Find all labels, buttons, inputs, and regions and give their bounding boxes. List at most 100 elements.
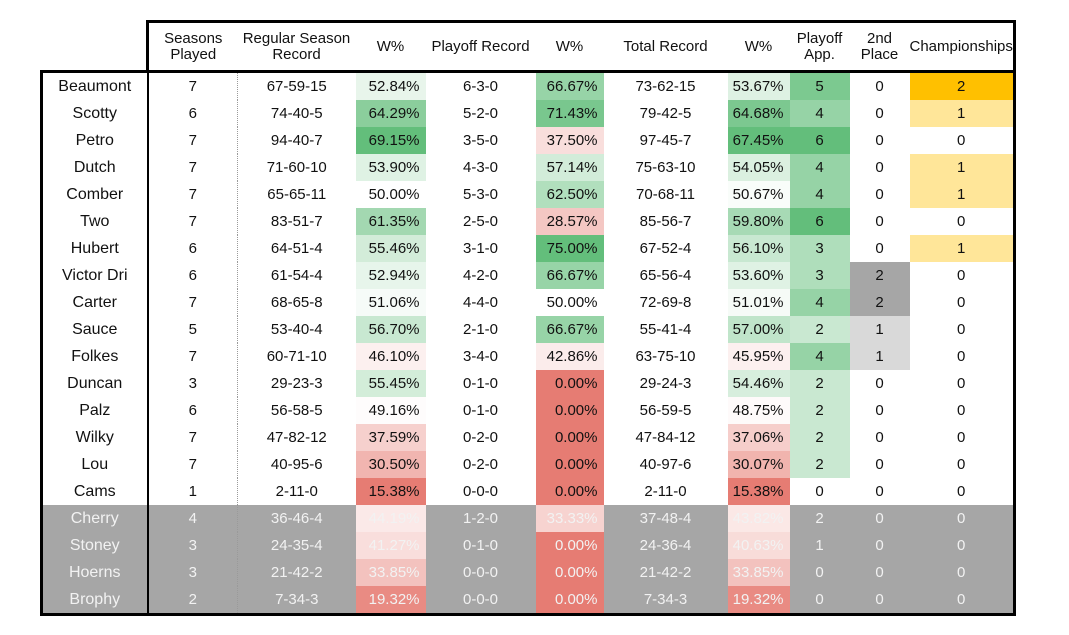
seasons-played: 7 xyxy=(147,343,238,370)
playoff-appearances: 0 xyxy=(815,483,824,500)
table-row: Cams 1 2-11-0 15.38% 0-0-0 0.00% 2-11-0 15.38% 0… xyxy=(40,478,1016,505)
championships-count: 1 xyxy=(909,100,1016,127)
total-w-pct: 43.82% xyxy=(727,505,790,532)
playoff-w-pct: 33.33% xyxy=(535,505,604,532)
player-name: Cams xyxy=(40,478,149,505)
seasons-played: 7 xyxy=(147,181,238,208)
table-row: Folkes 7 60-71-10 46.10% 3-4-0 42.86% 63-75-10… xyxy=(40,343,1016,370)
table-row: Hoerns 3 21-42-2 33.85% 0-0-0 0.00% 21-42-2 33.… xyxy=(40,559,1016,586)
total-w-pct: 19.32% xyxy=(727,586,790,616)
championships-count: 0 xyxy=(909,370,1016,397)
seasons-played: 6 xyxy=(147,262,238,289)
total-w-pct: 37.06% xyxy=(727,424,790,451)
second-place-count: 0 xyxy=(875,105,884,122)
second-place-count: 0 xyxy=(875,429,884,446)
regular-season-record: 61-54-4 xyxy=(270,267,323,284)
regular-season-w-pct: 37.59% xyxy=(355,424,426,451)
regular-season-record: 29-23-3 xyxy=(270,375,323,392)
regular-season-w-pct: 50.00% xyxy=(355,181,426,208)
regular-season-record: 36-46-4 xyxy=(237,505,356,532)
regular-season-w-pct: 61.35% xyxy=(355,208,426,235)
seasons-played: 7 xyxy=(147,289,238,316)
table-row: Stoney 3 24-35-4 41.27% 0-1-0 0.00% 24-36-4 40.… xyxy=(40,532,1016,559)
playoff-w-pct: 66.67% xyxy=(535,71,604,100)
total-record: 29-24-3 xyxy=(639,375,692,392)
championships-count: 0 xyxy=(909,262,1016,289)
player-name: Palz xyxy=(40,397,149,424)
playoff-record: 3-1-0 xyxy=(462,240,499,257)
total-record: 56-59-5 xyxy=(639,402,692,419)
regular-season-w-pct: 44.19% xyxy=(355,505,426,532)
second-place-count: 0 xyxy=(875,78,884,95)
seasons-played: 3 xyxy=(147,559,238,586)
table-row: Wilky 7 47-82-12 37.59% 0-2-0 0.00% 47-84-12 37… xyxy=(40,424,1016,451)
total-w-pct: 30.07% xyxy=(727,451,790,478)
total-record: 79-42-5 xyxy=(639,105,692,122)
playoff-record: 4-2-0 xyxy=(462,267,499,284)
header-championships: Championships xyxy=(909,20,1016,73)
total-w-pct: 40.63% xyxy=(727,532,790,559)
regular-season-w-pct: 55.46% xyxy=(355,235,426,262)
player-name: Duncan xyxy=(40,370,149,397)
player-name: Sauce xyxy=(40,316,149,343)
table-row: Lou 7 40-95-6 30.50% 0-2-0 0.00% 40-97-6 30.07%… xyxy=(40,451,1016,478)
regular-season-record: 71-60-10 xyxy=(266,159,327,176)
playoff-appearances: 3 xyxy=(789,235,850,262)
total-w-pct: 59.80% xyxy=(727,208,790,235)
regular-season-record: 94-40-7 xyxy=(270,132,323,149)
championships-count: 0 xyxy=(909,505,1016,532)
standings-body: Beaumont 7 67-59-15 52.84% 6-3-0 66.67% 73-62-… xyxy=(40,71,1016,616)
second-place-count: 0 xyxy=(875,132,884,149)
table-row: Sauce 5 53-40-4 56.70% 2-1-0 66.67% 55-41-4 57.… xyxy=(40,316,1016,343)
regular-season-w-pct: 41.27% xyxy=(355,532,426,559)
second-place-count: 0 xyxy=(875,456,884,473)
table-row: Comber 7 65-65-11 50.00% 5-3-0 62.50% 70-68-11… xyxy=(40,181,1016,208)
championships-count: 0 xyxy=(909,397,1016,424)
championships-count: 0 xyxy=(909,208,1016,235)
playoff-record: 5-3-0 xyxy=(462,186,499,203)
playoff-record: 0-2-0 xyxy=(462,429,499,446)
player-name: Petro xyxy=(40,127,149,154)
playoff-appearances: 2 xyxy=(789,505,850,532)
playoff-w-pct: 0.00% xyxy=(535,370,604,397)
player-name: Hubert xyxy=(40,235,149,262)
playoff-w-pct: 66.67% xyxy=(535,262,604,289)
total-w-pct: 50.67% xyxy=(727,181,790,208)
championships-count: 0 xyxy=(909,586,1016,616)
playoff-appearances: 2 xyxy=(789,451,850,478)
regular-season-w-pct: 56.70% xyxy=(355,316,426,343)
playoff-w-pct: 50.00% xyxy=(535,289,604,316)
championships-count: 0 xyxy=(909,127,1016,154)
total-record: 55-41-4 xyxy=(639,321,692,338)
regular-season-w-pct: 64.29% xyxy=(355,100,426,127)
playoff-record: 4-4-0 xyxy=(462,294,499,311)
regular-season-w-pct: 53.90% xyxy=(355,154,426,181)
championships-count: 0 xyxy=(909,343,1016,370)
total-w-pct: 54.46% xyxy=(727,370,790,397)
regular-season-record: 64-51-4 xyxy=(270,240,323,257)
playoff-w-pct: 0.00% xyxy=(535,478,604,505)
second-place-count: 0 xyxy=(849,532,910,559)
championships-count: 0 xyxy=(909,289,1016,316)
playoff-record: 0-0-0 xyxy=(425,559,536,586)
table-row: Hubert 6 64-51-4 55.46% 3-1-0 75.00% 67-52-4 56… xyxy=(40,235,1016,262)
total-w-pct: 48.75% xyxy=(727,397,790,424)
seasons-played: 6 xyxy=(147,235,238,262)
regular-season-record: 60-71-10 xyxy=(266,348,327,365)
playoff-record: 0-1-0 xyxy=(462,402,499,419)
regular-season-record: 53-40-4 xyxy=(270,321,323,338)
total-record: 7-34-3 xyxy=(603,586,728,616)
seasons-played: 2 xyxy=(147,586,238,616)
regular-season-w-pct: 46.10% xyxy=(355,343,426,370)
playoff-record: 0-0-0 xyxy=(462,483,499,500)
total-record: 72-69-8 xyxy=(639,294,692,311)
total-w-pct: 53.67% xyxy=(727,71,790,100)
championships-count: 2 xyxy=(909,71,1016,100)
regular-season-record: 7-34-3 xyxy=(237,586,356,616)
regular-season-record: 74-40-5 xyxy=(270,105,323,122)
playoff-w-pct: 37.50% xyxy=(535,127,604,154)
playoff-record: 0-1-0 xyxy=(425,532,536,559)
playoff-appearances: 1 xyxy=(789,532,850,559)
playoff-w-pct: 28.57% xyxy=(535,208,604,235)
regular-season-record: 65-65-11 xyxy=(267,186,327,203)
